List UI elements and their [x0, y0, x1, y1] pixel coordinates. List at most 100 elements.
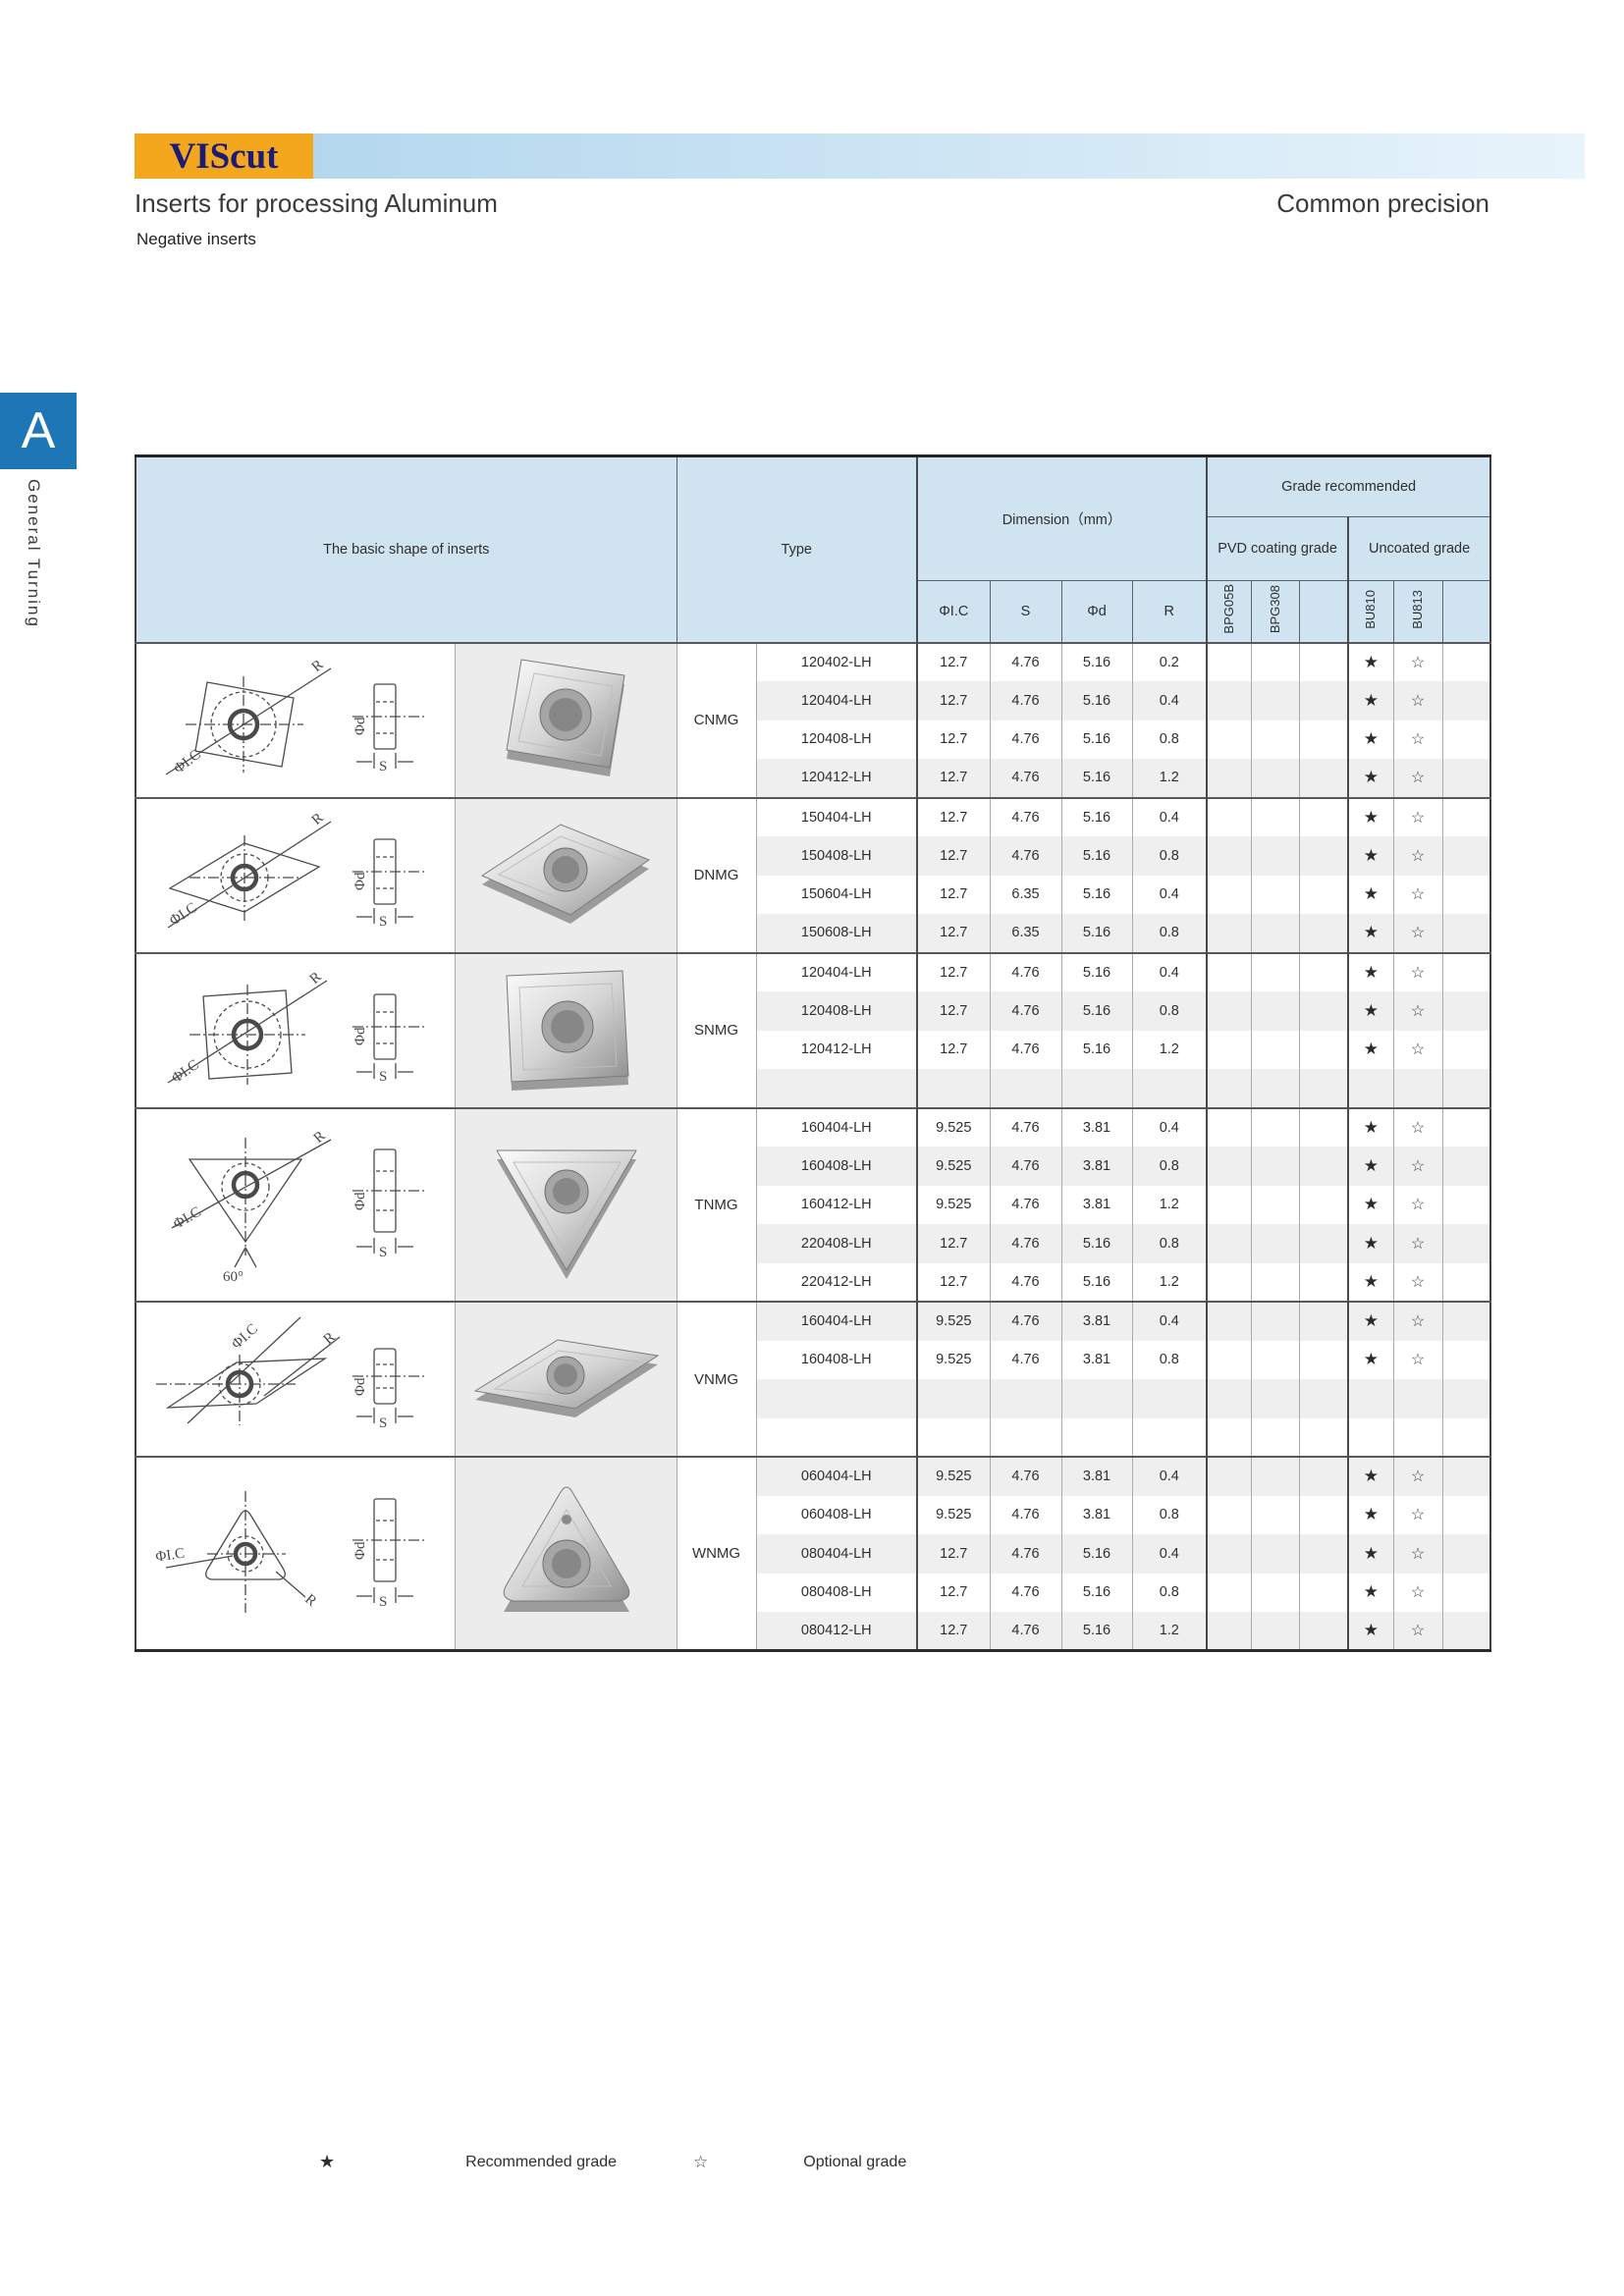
dim-d-cell: 5.16 — [1060, 875, 1133, 914]
grade-mark-cell — [1250, 1417, 1300, 1457]
type-cell — [755, 1379, 918, 1418]
table-row — [135, 1417, 1491, 1457]
grade-mark-cell: ★ — [1347, 641, 1394, 681]
dim-ic-cell: 12.7 — [916, 1030, 991, 1069]
cnmg-drawing-cell: ΦI.C R Φd S — [135, 641, 455, 798]
type-cell: 160404-LH — [755, 1301, 918, 1341]
grade-mark-cell — [1298, 1495, 1349, 1534]
grade-mark-cell — [1250, 914, 1300, 953]
dim-d-cell: 5.16 — [1060, 1534, 1133, 1574]
dim-ic-cell: 12.7 — [916, 914, 991, 953]
dim-s-cell — [989, 1379, 1062, 1418]
type-cell — [755, 1417, 918, 1457]
table-header: The basic shape of inserts Type Dimensio… — [135, 455, 1491, 643]
grade-mark-cell — [1250, 1185, 1300, 1224]
vertical-label: BPG05B — [1220, 584, 1236, 635]
dim-r-cell — [1131, 1417, 1208, 1457]
dim-d-cell — [1060, 1417, 1133, 1457]
vnmg-insert-photo — [473, 1339, 660, 1417]
grade-mark-cell — [1206, 1147, 1252, 1186]
grade-mark-cell: ☆ — [1392, 875, 1443, 914]
vertical-label: BPG308 — [1267, 585, 1282, 634]
svg-text:Φd: Φd — [352, 1377, 368, 1396]
inserts-table: The basic shape of inserts Type Dimensio… — [135, 454, 1492, 1652]
dim-s-cell: 6.35 — [989, 875, 1062, 914]
cnmg-insert-photo — [506, 658, 625, 776]
dim-d-cell: 5.16 — [1060, 1262, 1133, 1302]
grade-mark-cell — [1441, 914, 1491, 953]
wnmg-photo-cell — [454, 1456, 677, 1651]
dim-r-cell: 0.4 — [1131, 1534, 1208, 1574]
dim-d-cell: 3.81 — [1060, 1147, 1133, 1186]
grade-mark-cell — [1250, 1379, 1300, 1418]
dim-s-cell: 4.76 — [989, 1340, 1062, 1379]
type-cell: 160412-LH — [755, 1185, 918, 1224]
grade-mark-cell: ★ — [1347, 836, 1394, 876]
dim-s-cell: 4.76 — [989, 1534, 1062, 1574]
col-header-uncoated-blank — [1441, 580, 1491, 643]
grade-mark-cell — [1206, 914, 1252, 953]
dim-r-cell: 1.2 — [1131, 1612, 1208, 1651]
dim-ic-cell: 12.7 — [916, 836, 991, 876]
grade-mark-cell — [1298, 836, 1349, 876]
dim-r-cell: 0.8 — [1131, 914, 1208, 953]
dim-d-cell: 5.16 — [1060, 1030, 1133, 1069]
dim-s-cell: 4.76 — [989, 1106, 1062, 1147]
grade-mark-cell: ☆ — [1392, 1573, 1443, 1612]
grade-mark-cell — [1298, 1147, 1349, 1186]
grade-mark-cell — [1298, 991, 1349, 1031]
insert-group-name: WNMG — [676, 1456, 757, 1651]
table-row: 150608-LH 12.7 6.35 5.16 0.8 ★ ☆ — [135, 914, 1491, 953]
grade-mark-cell: ★ — [1347, 1612, 1394, 1651]
type-cell: 150408-LH — [755, 836, 918, 876]
grade-mark-cell — [1206, 796, 1252, 836]
dim-ic-cell: 9.525 — [916, 1301, 991, 1341]
type-cell: 120408-LH — [755, 720, 918, 759]
svg-text:60°: 60° — [223, 1269, 244, 1285]
col-header-shape: The basic shape of inserts — [135, 455, 677, 643]
grade-mark-cell: ★ — [1347, 796, 1394, 836]
optional-grade-label: Optional grade — [803, 2153, 907, 2170]
vnmg-drawing-icon: ΦI.C R Φd S — [155, 1316, 427, 1431]
tnmg-drawing-cell: ΦI.C R 60° Φd S — [135, 1106, 455, 1302]
grade-mark-cell — [1441, 991, 1491, 1031]
dim-ic-cell: 9.525 — [916, 1340, 991, 1379]
optional-star-icon: ☆ — [693, 2152, 709, 2171]
snmg-drawing-cell: ΦI.C R Φd S — [135, 951, 455, 1108]
type-cell: 150608-LH — [755, 914, 918, 953]
grade-mark-cell — [1298, 1340, 1349, 1379]
dim-d-cell: 5.16 — [1060, 1612, 1133, 1651]
grade-mark-cell: ★ — [1347, 914, 1394, 953]
table-row: 220412-LH 12.7 4.76 5.16 1.2 ★ ☆ — [135, 1262, 1491, 1302]
type-cell: 120412-LH — [755, 1030, 918, 1069]
grade-mark-cell — [1298, 1612, 1349, 1651]
dim-d-cell: 5.16 — [1060, 951, 1133, 991]
grade-mark-cell — [1206, 1573, 1252, 1612]
dim-ic-cell: 12.7 — [916, 875, 991, 914]
grade-mark-cell — [1441, 1612, 1491, 1651]
type-cell: 160408-LH — [755, 1147, 918, 1186]
svg-text:R: R — [306, 969, 324, 988]
type-cell: 080404-LH — [755, 1534, 918, 1574]
dim-ic-cell: 12.7 — [916, 991, 991, 1031]
grade-mark-cell: ☆ — [1392, 641, 1443, 681]
grade-mark-cell — [1298, 875, 1349, 914]
dim-s-cell: 4.76 — [989, 1456, 1062, 1496]
grade-mark-cell: ★ — [1347, 1534, 1394, 1574]
brand-bar — [313, 133, 1585, 179]
cnmg-drawing-icon: ΦI.C R Φd S — [165, 657, 427, 776]
dim-s-cell: 4.76 — [989, 1573, 1062, 1612]
grade-mark-cell — [1250, 1573, 1300, 1612]
grade-mark-cell — [1206, 1262, 1252, 1302]
page-title: Inserts for processing Aluminum — [135, 188, 498, 218]
grade-mark-cell — [1250, 1147, 1300, 1186]
dim-ic-cell — [916, 1069, 991, 1108]
table-row: 060408-LH 9.525 4.76 3.81 0.8 ★ ☆ — [135, 1495, 1491, 1534]
snmg-photo-cell — [454, 951, 677, 1108]
grade-mark-cell — [1206, 1456, 1252, 1496]
dim-ic-cell: 9.525 — [916, 1147, 991, 1186]
grade-mark-cell — [1250, 991, 1300, 1031]
dim-d-cell: 5.16 — [1060, 836, 1133, 876]
dim-ic-cell: 12.7 — [916, 759, 991, 798]
grade-mark-cell: ☆ — [1392, 1106, 1443, 1147]
